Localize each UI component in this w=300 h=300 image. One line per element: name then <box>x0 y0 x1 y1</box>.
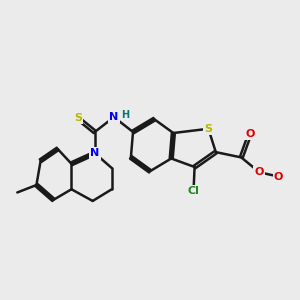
Text: O: O <box>255 167 264 177</box>
Text: H: H <box>122 110 130 120</box>
Text: O: O <box>274 172 283 182</box>
Text: O: O <box>245 129 254 139</box>
Text: N: N <box>109 112 119 122</box>
Text: S: S <box>204 124 212 134</box>
Text: S: S <box>74 113 82 123</box>
Text: Cl: Cl <box>188 186 200 197</box>
Text: N: N <box>90 148 99 158</box>
